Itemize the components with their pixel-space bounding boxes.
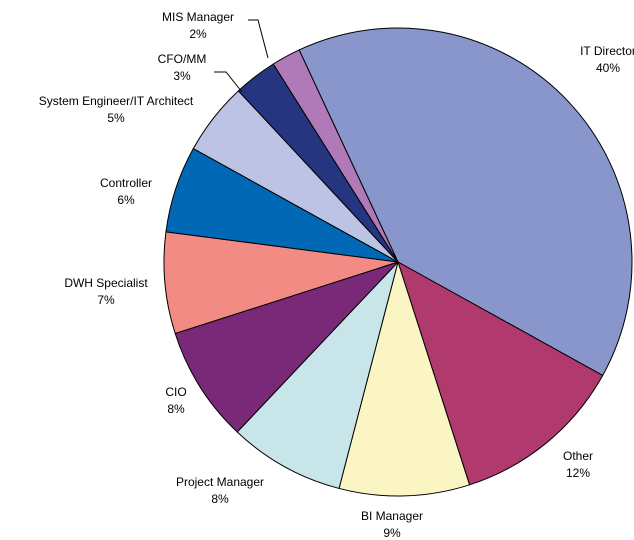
slice-value-label: 9% bbox=[383, 526, 401, 540]
slice-label: System Engineer/IT Architect bbox=[39, 94, 194, 108]
slice-value-label: 3% bbox=[173, 69, 191, 83]
pie-slice bbox=[163, 231, 399, 335]
slice-label: IT Director bbox=[580, 44, 634, 58]
pie-slice bbox=[174, 261, 399, 433]
pie-slice bbox=[236, 261, 399, 490]
pie-slice bbox=[298, 27, 633, 377]
slice-label: Project Manager bbox=[176, 475, 264, 489]
leader-line bbox=[214, 71, 243, 93]
slice-value-label: 6% bbox=[117, 193, 135, 207]
slice-value-label: 40% bbox=[596, 61, 620, 75]
slice-value-label: 8% bbox=[211, 492, 229, 506]
pie-slice bbox=[272, 49, 399, 263]
slice-label: DWH Specialist bbox=[64, 276, 148, 290]
slice-value-label: 5% bbox=[107, 111, 125, 125]
slice-label: MIS Manager bbox=[162, 10, 234, 24]
pie-slice bbox=[397, 260, 604, 486]
slice-value-label: 12% bbox=[566, 466, 590, 480]
pie-slice bbox=[338, 260, 471, 497]
leader-line bbox=[248, 19, 269, 59]
slice-value-label: 2% bbox=[189, 27, 207, 41]
slice-label: CFO/MM bbox=[158, 52, 207, 66]
slice-label: Other bbox=[563, 449, 593, 463]
slice-value-label: 8% bbox=[167, 402, 185, 416]
slice-label: Controller bbox=[100, 176, 152, 190]
slice-label: BI Manager bbox=[361, 509, 423, 523]
slice-value-label: 7% bbox=[97, 293, 115, 307]
slice-label: CIO bbox=[165, 385, 186, 399]
